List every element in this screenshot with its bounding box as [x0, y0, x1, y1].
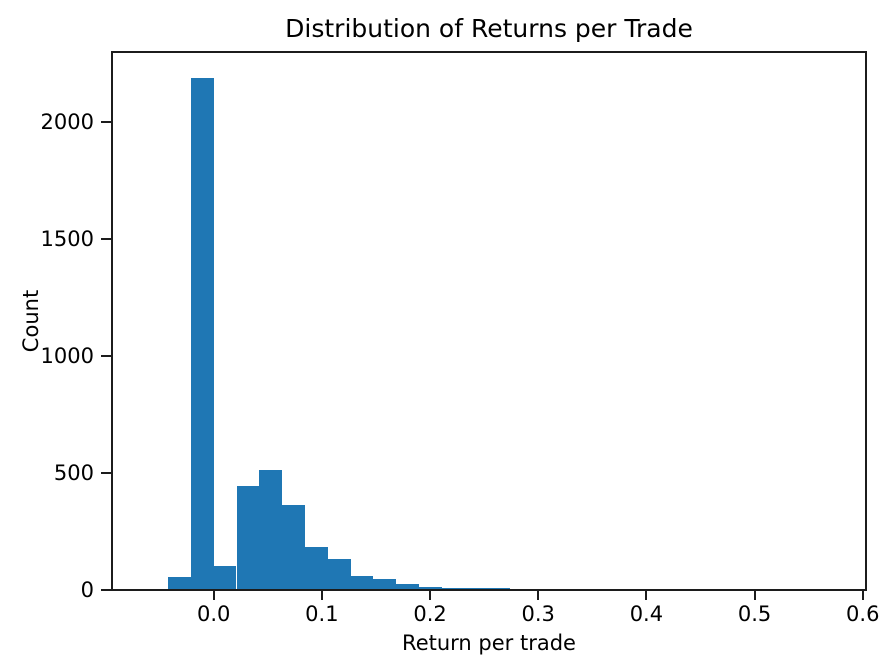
- chart-title: Distribution of Returns per Trade: [285, 14, 693, 43]
- x-tick-mark: [212, 591, 215, 600]
- histogram-bar: [327, 559, 351, 589]
- x-axis-label: Return per trade: [402, 631, 576, 655]
- x-tick-label: 0.1: [305, 602, 339, 626]
- histogram-bar: [304, 547, 328, 589]
- y-tick-label: 2000: [40, 109, 94, 134]
- x-tick-mark: [753, 591, 756, 600]
- histogram-bar: [282, 505, 305, 589]
- histogram-bar: [190, 78, 214, 589]
- y-tick-label: 0: [80, 578, 94, 602]
- y-tick-mark: [101, 354, 111, 357]
- x-tick-mark: [645, 591, 648, 600]
- x-tick-label: 0.4: [629, 602, 664, 626]
- y-tick-mark: [101, 120, 111, 123]
- histogram-bar: [464, 588, 488, 589]
- histogram-bar: [213, 566, 237, 589]
- histogram-bar: [168, 577, 191, 589]
- plot-area: [111, 51, 867, 591]
- histogram-bar: [350, 575, 374, 589]
- x-tick-mark: [429, 591, 432, 600]
- y-tick-mark: [101, 589, 111, 591]
- histogram-bar: [396, 584, 420, 589]
- x-tick-mark: [320, 591, 323, 600]
- x-tick-mark: [537, 591, 540, 600]
- x-tick-label: 0.5: [737, 602, 772, 626]
- y-tick-label: 1500: [40, 226, 94, 251]
- y-tick-mark: [101, 471, 111, 474]
- x-tick-label: 0.0: [196, 602, 231, 626]
- x-tick-mark: [861, 591, 864, 600]
- x-tick-label: 0.2: [413, 602, 447, 626]
- y-tick-mark: [101, 237, 111, 240]
- y-axis-label: Count: [19, 289, 43, 353]
- y-tick-label: 500: [53, 460, 94, 485]
- histogram-bar: [259, 470, 283, 589]
- histogram-bar: [373, 579, 397, 589]
- histogram-bar: [487, 588, 511, 589]
- histogram-bar: [236, 485, 260, 589]
- x-tick-label: 0.6: [846, 602, 880, 626]
- y-tick-label: 1000: [40, 343, 94, 368]
- histogram-bar: [419, 586, 442, 589]
- x-tick-label: 0.3: [521, 602, 555, 626]
- histogram-bar: [441, 588, 465, 589]
